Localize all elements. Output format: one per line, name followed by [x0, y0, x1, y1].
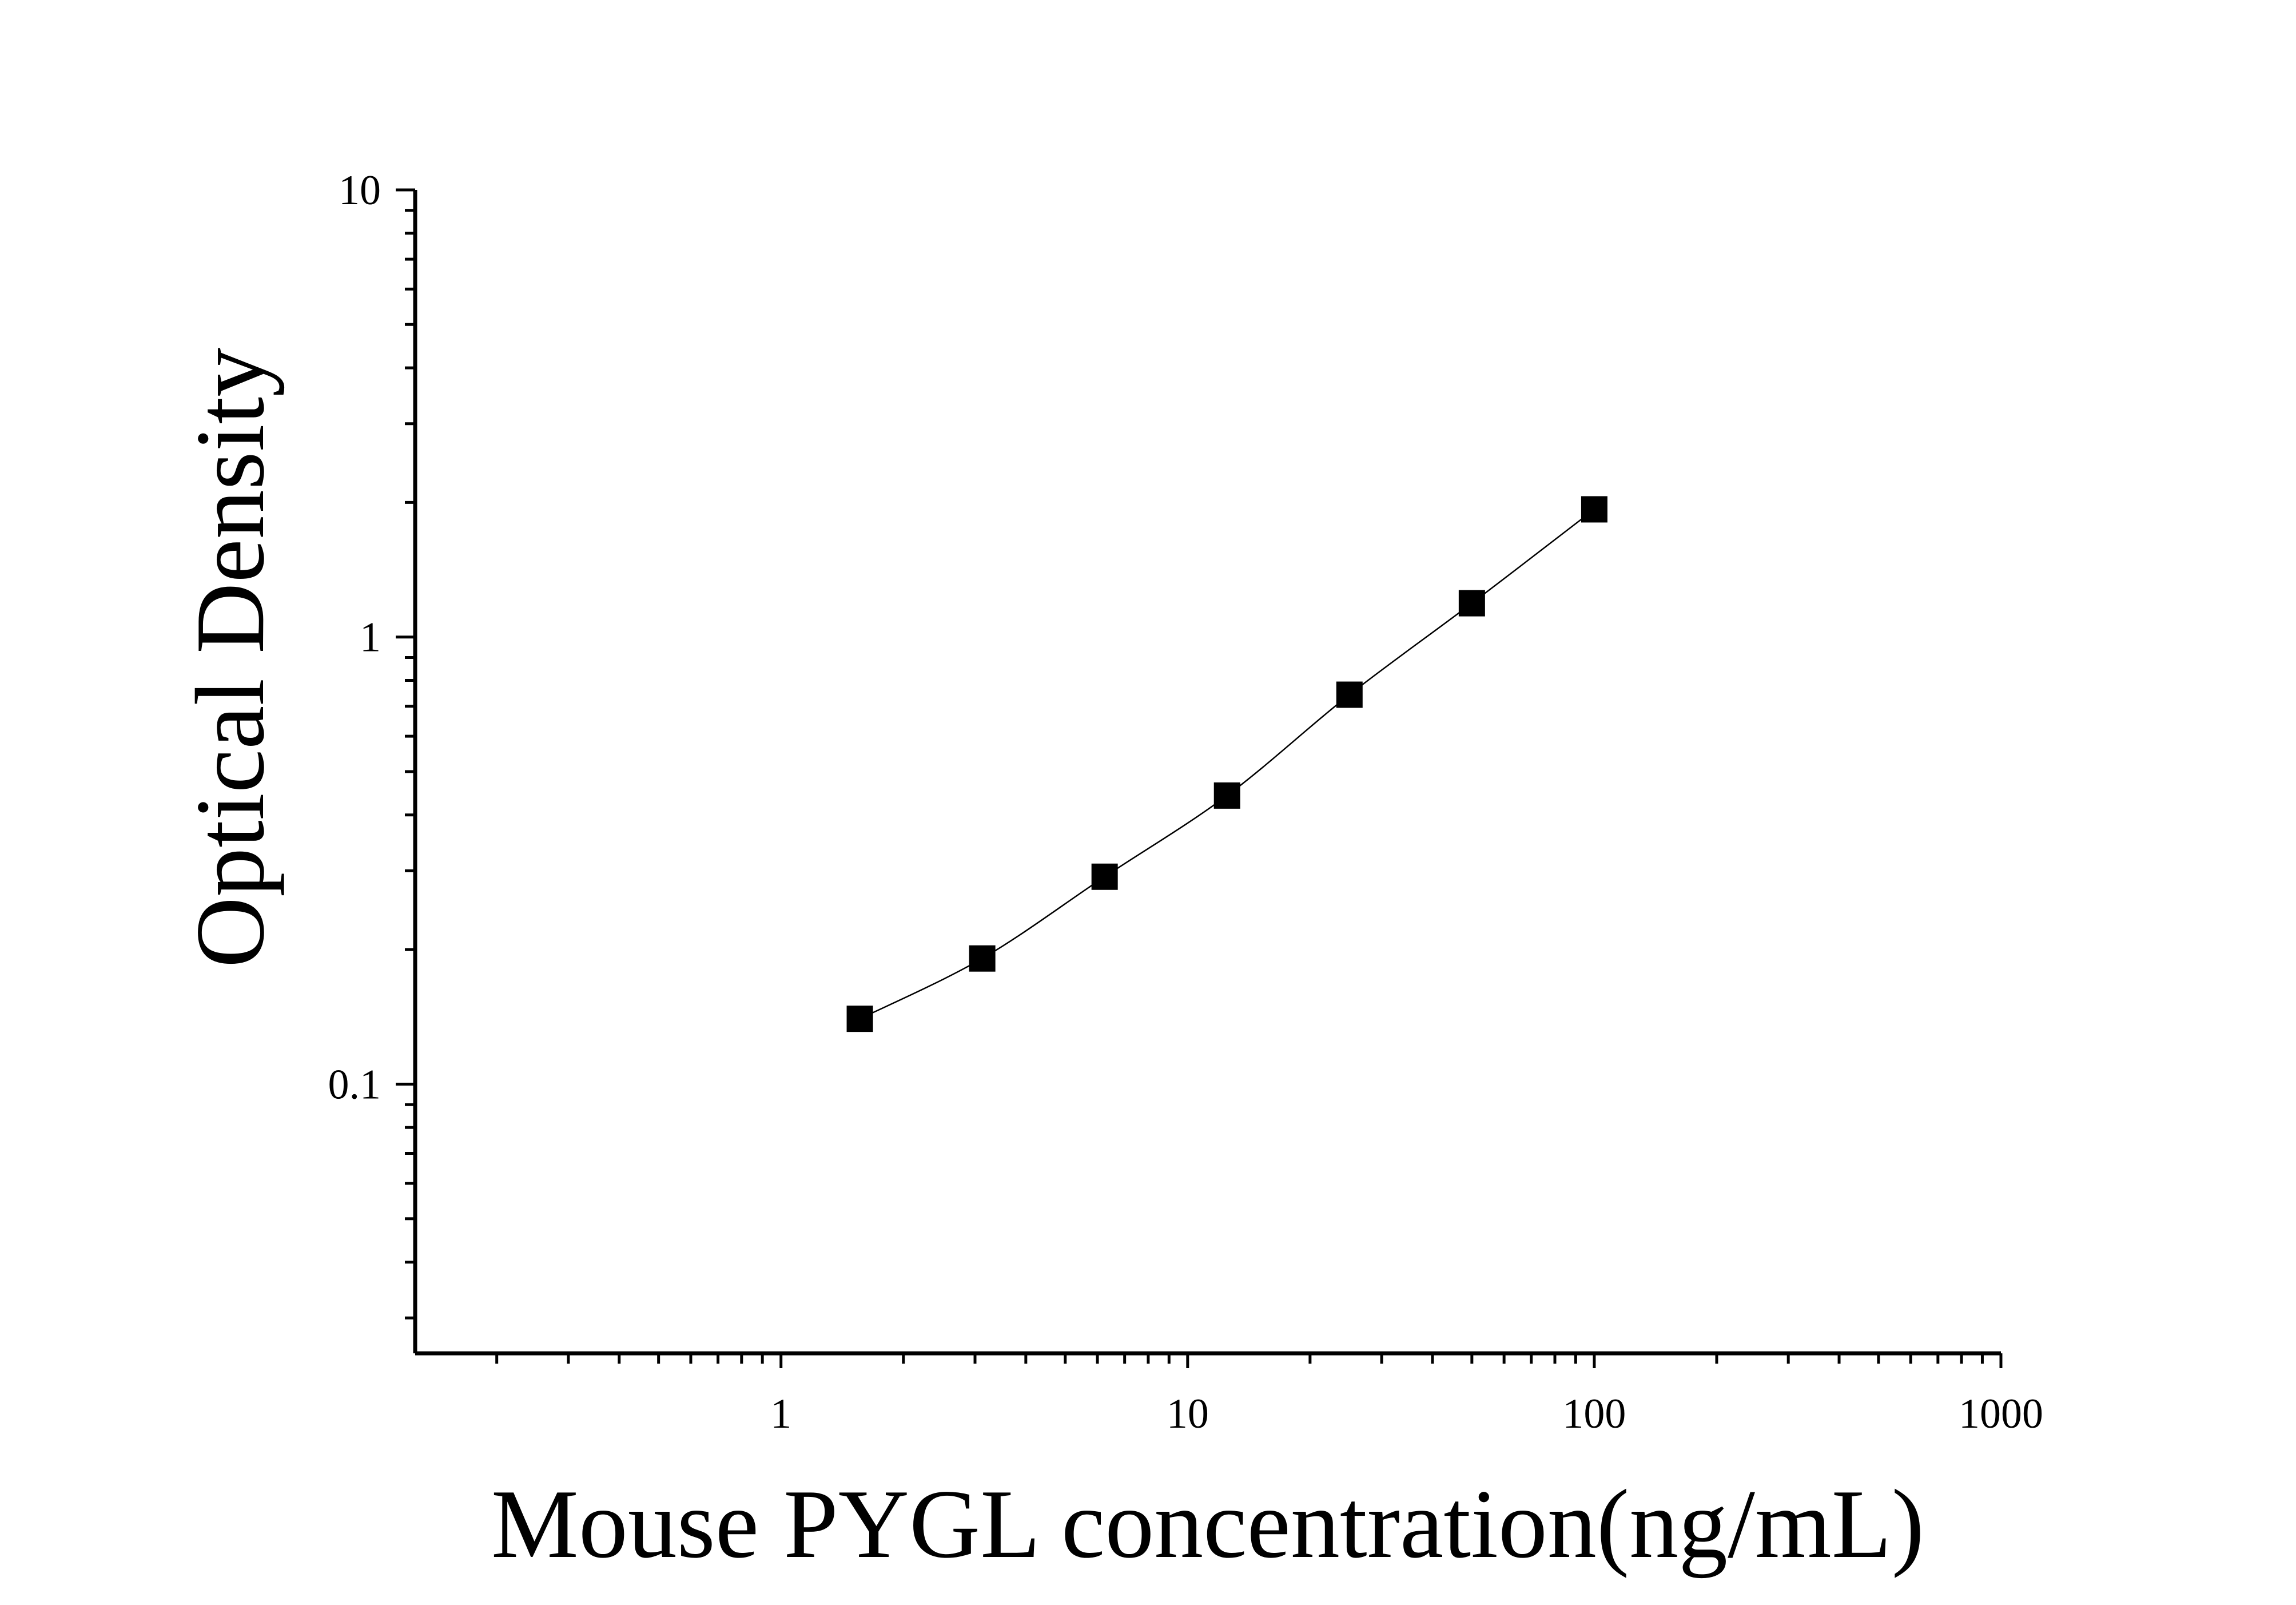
y-tick-label: 0.1 — [328, 1061, 381, 1108]
data-point — [1458, 590, 1485, 617]
x-tick-label: 10 — [1167, 1391, 1209, 1437]
data-point — [969, 945, 996, 972]
data-point — [1091, 863, 1118, 890]
y-axis-label: Optical Density — [176, 348, 285, 968]
fit-curve-path — [859, 508, 1595, 1020]
y-tick-label: 10 — [339, 167, 381, 214]
axes: 1 10 100 1000 0.1 1 10 — [328, 167, 2044, 1437]
data-point — [1336, 681, 1363, 708]
x-tick-label: 1000 — [1959, 1391, 2043, 1437]
x-tick-label: 1 — [770, 1391, 791, 1437]
fit-curve — [859, 508, 1595, 1020]
data-point — [846, 1006, 873, 1032]
x-tick-label: 100 — [1562, 1391, 1626, 1437]
x-axis-label: Mouse PYGL concentration(ng/mL) — [491, 1470, 1924, 1579]
data-points — [846, 496, 1607, 1032]
data-point — [1213, 782, 1240, 809]
y-tick-label: 1 — [360, 614, 381, 661]
data-point — [1581, 496, 1607, 523]
